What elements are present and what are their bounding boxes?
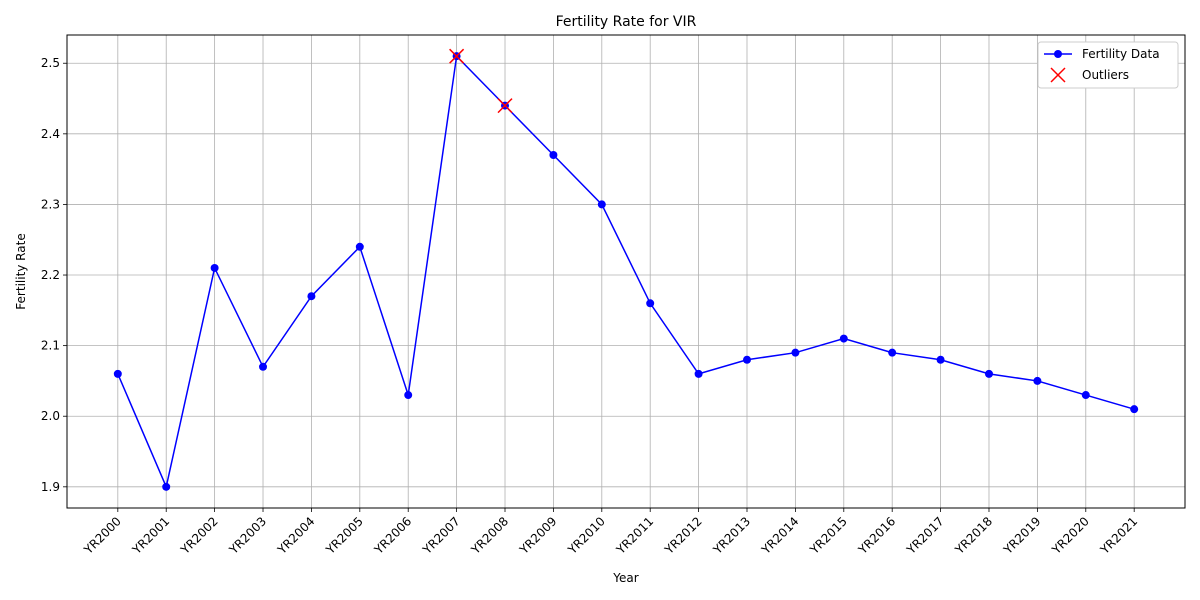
outlier-marker: [497, 98, 513, 114]
x-tick-label: YR2000: [81, 514, 124, 557]
x-tick-label: YR2018: [952, 514, 995, 557]
data-point: [404, 391, 413, 400]
legend-outlier-swatch: [1050, 67, 1066, 83]
grid: [67, 35, 1185, 508]
data-point: [549, 151, 558, 160]
data-point: [1033, 376, 1042, 385]
x-tick-label: YR2006: [371, 514, 414, 557]
data-point: [984, 369, 993, 378]
plot-area: [113, 48, 1139, 491]
x-tick-label: YR2009: [516, 514, 559, 557]
data-point: [742, 355, 751, 364]
data-point: [839, 334, 848, 343]
data-point: [888, 348, 897, 357]
x-tick-label: YR2012: [661, 514, 704, 557]
legend-entry-fertility: Fertility Data: [1082, 47, 1160, 61]
y-tick-label: 2.0: [41, 409, 60, 423]
x-tick-label: YR2020: [1049, 514, 1092, 557]
x-tick-label: YR2005: [323, 514, 366, 557]
x-tick-label: YR2021: [1097, 514, 1140, 557]
data-point: [646, 299, 655, 308]
data-point: [162, 482, 171, 491]
x-tick-label: YR2019: [1000, 514, 1043, 557]
data-point: [1081, 391, 1090, 400]
y-tick-label: 2.3: [41, 197, 60, 211]
x-tick-label: YR2001: [129, 514, 172, 557]
legend-entry-outliers: Outliers: [1082, 68, 1129, 82]
legend-marker-swatch: [1054, 50, 1062, 58]
outlier-marker: [449, 48, 465, 64]
x-tick-label: YR2003: [226, 514, 269, 557]
x-tick-label: YR2013: [710, 514, 753, 557]
x-tick-label: YR2002: [177, 514, 220, 557]
data-point: [259, 362, 268, 371]
y-tick-label: 2.2: [41, 268, 60, 282]
data-point: [791, 348, 800, 357]
y-tick-label: 2.1: [41, 339, 60, 353]
x-tick-label: YR2016: [855, 514, 898, 557]
x-tick-label: YR2010: [565, 514, 608, 557]
data-point: [210, 263, 219, 272]
x-tick-label: YR2011: [613, 514, 656, 557]
legend-box: [1037, 41, 1179, 89]
x-tick-label: YR2017: [903, 514, 946, 557]
x-tick-label: YR2014: [758, 514, 801, 557]
data-point: [936, 355, 945, 364]
y-axis-label: Fertility Rate: [14, 233, 28, 309]
data-point: [307, 292, 316, 301]
y-ticks: 1.9 2.0 2.1 2.2 2.3 2.4 2.5: [41, 56, 67, 494]
axes-frame: [66, 34, 1186, 509]
x-tick-label: YR2004: [274, 514, 317, 557]
fertility-series-line: [117, 54, 1135, 490]
x-tick-label: YR2007: [419, 514, 462, 557]
y-tick-label: 1.9: [41, 480, 60, 494]
data-point: [1130, 405, 1139, 414]
data-point: [694, 369, 703, 378]
x-tick-label: YR2015: [807, 514, 850, 557]
y-tick-label: 2.5: [41, 56, 60, 70]
legend-outlier-x: [1050, 67, 1066, 83]
data-point: [355, 242, 364, 251]
x-ticks: YR2000 YR2001 YR2002 YR2003 YR2004 YR2005 YR20…: [81, 508, 1140, 558]
chart-title: Fertility Rate for VIR: [556, 14, 697, 30]
y-tick-label: 2.4: [41, 127, 60, 141]
legend: Fertility Data Outliers: [1037, 41, 1179, 89]
data-point: [113, 369, 122, 378]
x-tick-label: YR2008: [468, 514, 511, 557]
data-point: [597, 200, 606, 209]
x-axis-label: Year: [612, 571, 638, 585]
